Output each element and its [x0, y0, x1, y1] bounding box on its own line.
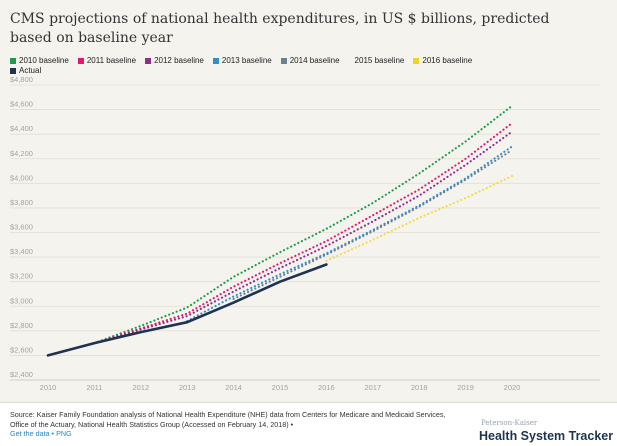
- series-line-2010-baseline: [46, 104, 514, 357]
- legend-label: 2013 baseline: [221, 56, 272, 65]
- y-tick-label: $2,600: [10, 345, 33, 354]
- legend-swatch: [10, 67, 16, 74]
- y-tick-label: $4,800: [10, 75, 33, 84]
- legend-item: 2016 baseline: [413, 56, 472, 66]
- legend-label: Actual: [19, 66, 42, 75]
- legend-label: 2015 baseline: [354, 56, 405, 65]
- legend-item: 2015 baseline: [355, 56, 405, 66]
- series-line-2013-baseline: [186, 145, 514, 323]
- chart-title: CMS projections of national health expen…: [10, 11, 550, 46]
- y-tick-label: $3,400: [10, 247, 33, 256]
- legend-swatch: [413, 57, 420, 64]
- chart-card: CMS projections of national health expen…: [0, 0, 617, 402]
- brand-logo: Health System Tracker: [479, 429, 614, 443]
- legend-item: 2010 baseline: [10, 56, 69, 66]
- series-line-actual: [46, 263, 328, 357]
- x-tick-label: 2016: [318, 383, 335, 392]
- y-tick-label: $3,600: [10, 223, 33, 232]
- x-tick-label: 2011: [86, 383, 102, 392]
- series-line-2014-baseline: [232, 149, 514, 300]
- x-tick-label: 2013: [179, 383, 196, 392]
- legend-item: 2011 baseline: [77, 56, 137, 66]
- x-tick-label: 2018: [411, 383, 428, 392]
- brand-subtitle: Peterson-Kaiser: [481, 419, 538, 427]
- legend-swatch: [10, 57, 16, 64]
- legend-swatch: [212, 57, 219, 64]
- legend-swatch: [145, 57, 152, 64]
- y-tick-label: $4,400: [10, 124, 33, 133]
- legend-swatch: [280, 57, 287, 64]
- x-tick-label: 2010: [40, 383, 57, 392]
- x-tick-label: 2020: [504, 383, 521, 392]
- x-tick-label: 2015: [272, 383, 289, 392]
- legend-item: 2014 baseline: [280, 56, 340, 66]
- x-tick-label: 2012: [132, 383, 149, 392]
- legend-label: 2011 baseline: [86, 56, 137, 65]
- y-tick-label: $4,200: [10, 149, 33, 158]
- legend-label: 2012 baseline: [154, 56, 204, 65]
- x-tick-label: 2017: [364, 383, 381, 392]
- y-tick-label: $3,000: [10, 296, 33, 305]
- legend-swatch: [77, 57, 84, 64]
- y-tick-label: $2,400: [10, 370, 33, 379]
- series-line-2016-baseline: [325, 174, 514, 262]
- source-note: Source: Kaiser Family Foundation analysi…: [10, 410, 450, 439]
- legend-label: 2016 baseline: [422, 56, 473, 65]
- legend-item: 2012 baseline: [145, 56, 204, 66]
- chart-footer: Source: Kaiser Family Foundation analysi…: [0, 402, 617, 446]
- get-data-links[interactable]: Get the data • PNG: [10, 429, 72, 438]
- y-tick-label: $3,200: [10, 272, 33, 281]
- y-tick-label: $2,800: [10, 321, 33, 330]
- y-tick-label: $4,000: [10, 173, 33, 182]
- x-tick-label: 2014: [225, 383, 242, 392]
- legend-item: 2013 baseline: [212, 56, 272, 66]
- y-tick-label: $4,600: [10, 100, 33, 109]
- chart-legend: 2010 baseline 2011 baseline 2012 baseline 2…: [10, 56, 600, 76]
- legend-label: 2010 baseline: [19, 56, 69, 65]
- source-text: Source: Kaiser Family Foundation analysi…: [10, 410, 446, 429]
- legend-item: Actual: [10, 66, 41, 76]
- legend-label: 2014 baseline: [289, 56, 340, 65]
- y-tick-label: $3,800: [10, 198, 33, 207]
- series-line-2012-baseline: [46, 130, 514, 357]
- x-tick-label: 2019: [457, 383, 474, 392]
- line-chart: $2,400 $2,600 $2,800 $3,000 $3,200 $3,400 $3,6…: [10, 75, 600, 392]
